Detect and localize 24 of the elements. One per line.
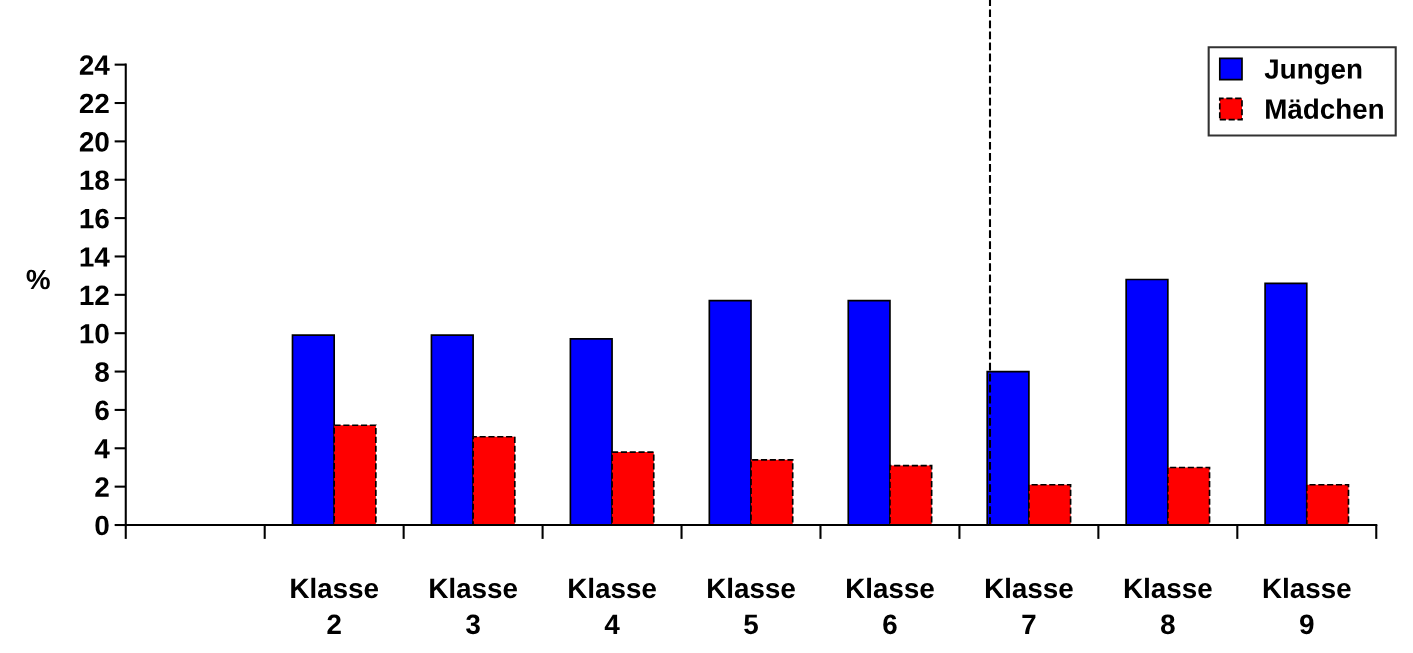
y-tick-label: 2 (95, 477, 109, 497)
legend-label: Mädchen (1266, 98, 1383, 119)
x-tick-label: Klasse 3 (430, 577, 517, 635)
y-tick-label: 22 (79, 93, 109, 114)
y-tick-label: 20 (79, 132, 109, 152)
y-tick-label: 18 (80, 170, 109, 191)
y-tick-label: 4 (94, 439, 110, 459)
y-tick-label: 16 (80, 208, 109, 229)
y-tick-label: 6 (95, 400, 109, 421)
y-tick-label: 24 (79, 55, 110, 75)
x-tick-label: Klasse 7 (985, 577, 1073, 634)
y-axis-title: % (26, 269, 50, 290)
x-tick-label: Klasse 5 (708, 577, 795, 635)
x-tick-label: Klasse 2 (291, 577, 379, 634)
y-tick-label: 12 (80, 285, 109, 305)
legend-label: Jungen (1264, 59, 1362, 85)
x-tick-label: Klasse 8 (1124, 577, 1212, 635)
x-tick-label: Klasse 9 (1263, 577, 1351, 635)
y-tick-label: 10 (80, 323, 109, 344)
y-tick-label: 8 (95, 362, 109, 382)
y-tick-label: 0 (95, 515, 109, 536)
x-tick-label: Klasse 4 (569, 577, 656, 634)
y-tick-label: 14 (80, 247, 110, 267)
x-tick-label: Klasse 6 (847, 577, 934, 635)
